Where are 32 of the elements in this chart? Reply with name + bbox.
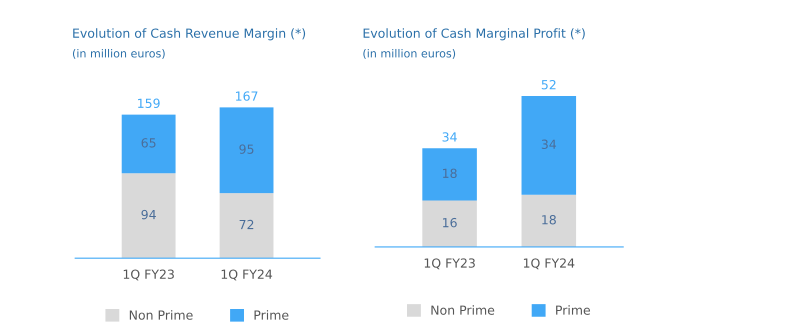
data-label: 94 [141,210,156,220]
data-label: 65 [142,138,156,148]
data-label: 18 [542,215,556,224]
chart-subtitle: (in million euros) [72,48,165,59]
bar [122,173,176,258]
data-label: 95 [239,144,254,154]
bar [122,114,176,174]
legend-label: Prime [254,310,288,320]
chart-subtitle: (in million euros) [363,48,456,59]
x-tick-label: 1Q FY24 [524,258,574,270]
x-tick-label: 1Q FY24 [222,269,272,280]
data-label: 34 [542,140,556,149]
chart-title: Evolution of Cash Marginal Profit (*) [364,28,585,40]
legend-label: Prime [556,305,590,315]
x-tick-label: 1Q FY23 [424,258,475,270]
data-label: 72 [240,220,254,230]
data-label: 16 [443,218,457,228]
legend-label: Non Prime [130,310,193,320]
total-label: 167 [236,91,258,101]
total-label: 159 [138,98,160,108]
bar [220,193,274,258]
x-tick-label: 1Q FY23 [124,269,174,280]
bar [220,107,274,194]
bar [522,96,576,195]
legend-label: Non Prime [431,305,494,315]
total-label: 34 [442,132,457,142]
total-label: 52 [542,80,556,90]
chart-title: Evolution of Cash Revenue Margin (*) [73,28,306,40]
bar [422,200,477,247]
bar [422,148,477,201]
data-label: 18 [443,168,457,178]
bar [522,194,576,247]
